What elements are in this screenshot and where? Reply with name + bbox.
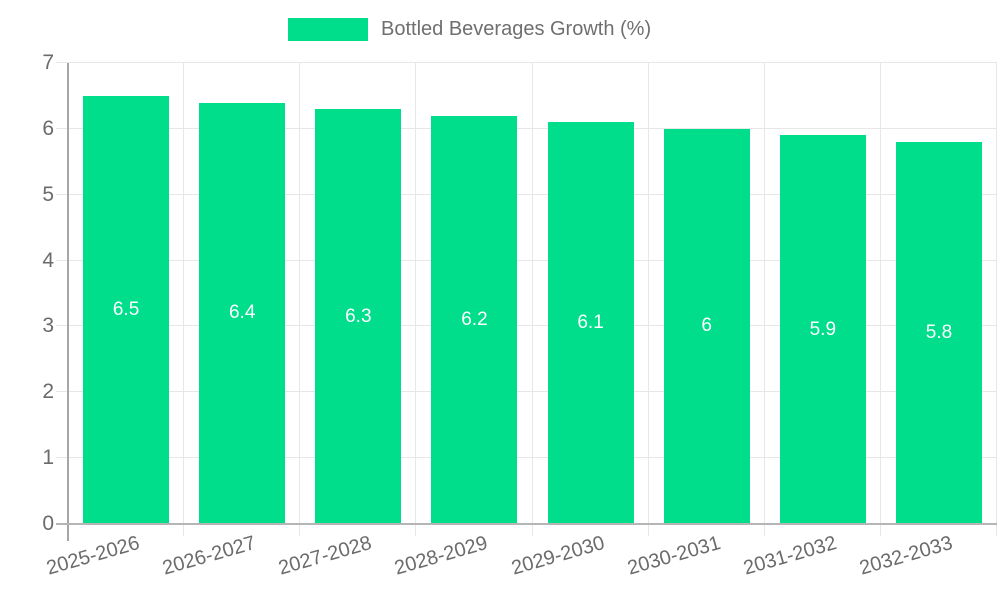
x-gridline <box>183 63 185 536</box>
bar-value-label: 6.5 <box>112 298 140 320</box>
bar-value-label: 6.1 <box>577 312 604 334</box>
y-tick-label: 5 <box>42 182 54 206</box>
bar[interactable]: 6.5 <box>83 95 170 524</box>
bar[interactable]: 5.9 <box>779 135 866 524</box>
x-tick-label: 2030-2031 <box>624 532 723 580</box>
y-tick-label: 7 <box>42 51 54 74</box>
legend-label: Bottled Beverages Growth (%) <box>381 18 652 40</box>
x-gridline <box>763 63 765 536</box>
bar[interactable]: 5.8 <box>895 142 982 524</box>
x-gridline <box>879 63 881 536</box>
y-gridline <box>56 391 997 393</box>
x-tick-label: 2028-2029 <box>392 532 491 580</box>
x-tick-label: 2025-2026 <box>44 532 143 580</box>
y-tick-label: 6 <box>42 116 54 140</box>
y-gridline <box>56 457 997 459</box>
x-gridline <box>415 63 417 536</box>
y-tick-label: 1 <box>42 446 54 470</box>
x-tick-label: 2032-2033 <box>856 532 956 580</box>
y-gridline <box>56 259 997 261</box>
y-gridline <box>56 127 997 129</box>
bar-value-label: 5.8 <box>925 322 953 344</box>
bar-value-label: 6.2 <box>461 308 488 330</box>
y-tick-label: 3 <box>42 314 54 338</box>
x-tick-label: 2029-2030 <box>508 532 607 580</box>
y-gridline <box>56 193 997 195</box>
plot-area: 6.5 6.4 6.3 6.2 6.1 6 5.9 5.8 <box>56 62 997 536</box>
x-tick-label: 2031-2032 <box>740 532 839 580</box>
bar[interactable]: 6.3 <box>315 109 402 524</box>
x-axis-line <box>56 523 997 525</box>
bar[interactable]: 6.4 <box>199 102 286 524</box>
x-gridline <box>299 63 301 536</box>
y-axis-line <box>67 63 69 541</box>
bar-value-label: 6.3 <box>345 305 372 327</box>
x-gridline <box>531 63 533 536</box>
y-tick-label: 0 <box>42 512 54 535</box>
bar[interactable]: 6 <box>663 128 750 524</box>
y-gridline <box>56 325 997 327</box>
x-tick-label: 2026-2027 <box>160 532 259 580</box>
bar-value-label: 5.9 <box>809 318 837 340</box>
x-tick-label: 2027-2028 <box>276 532 375 580</box>
y-tick-label: 2 <box>42 380 54 404</box>
x-gridline <box>996 63 997 536</box>
bar[interactable]: 6.2 <box>431 115 518 524</box>
bar[interactable]: 6.1 <box>547 122 634 524</box>
y-gridline <box>56 62 997 63</box>
legend[interactable]: Bottled Beverages Growth (%) <box>288 18 651 41</box>
x-gridline <box>647 63 649 536</box>
bar-value-label: 6 <box>701 315 712 337</box>
y-tick-label: 4 <box>42 248 54 272</box>
bar-value-label: 6.4 <box>228 302 256 324</box>
legend-swatch <box>288 18 368 41</box>
